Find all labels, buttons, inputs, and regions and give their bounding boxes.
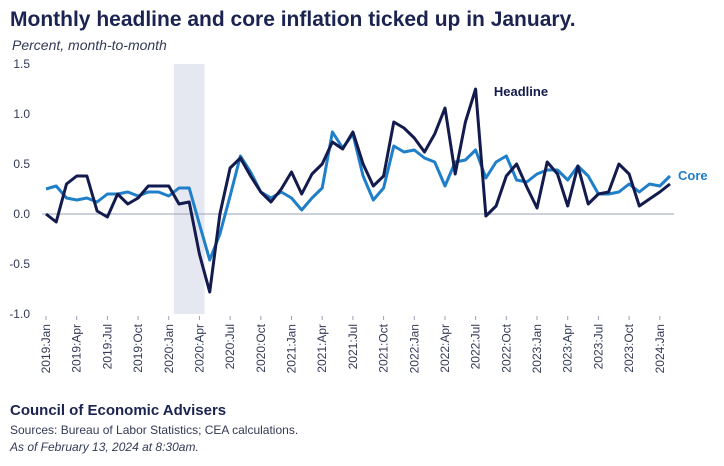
x-tick-label: 2023:Jan [530,324,544,373]
y-tick-label: 0.0 [13,207,30,221]
x-tick-label: 2023:Apr [561,324,575,373]
x-tick-label: 2022:Jan [407,324,421,373]
x-tick-label: 2021:Jul [346,324,360,369]
footer-organization: Council of Economic Advisers [10,402,227,419]
x-tick-label: 2020:Oct [254,323,268,372]
footer-sources: Sources: Bureau of Labor Statistics; CEA… [10,423,299,437]
x-tick-label: 2021:Oct [377,323,391,372]
x-tick-label: 2022:Oct [499,323,513,372]
x-tick-label: 2022:Apr [438,324,452,373]
x-tick-label: 2019:Oct [131,323,145,372]
chart-subtitle: Percent, month-to-month [12,37,167,53]
x-tick-label: 2019:Jul [100,324,114,369]
y-tick-label: -0.5 [9,257,30,271]
x-tick-label: 2022:Jul [469,324,483,369]
core-series-label: Core [678,168,708,183]
x-tick-label: 2019:Apr [70,324,84,373]
footer-as-of-date: As of February 13, 2024 at 8:30am. [10,440,199,454]
y-axis-ticks: 1.5 1.0 0.5 0.0 -0.5 -1.0 [9,57,30,321]
y-tick-label: 1.0 [13,107,30,121]
x-tick-label: 2020:Jul [223,324,237,369]
headline-series-line [45,87,671,294]
chart-title: Monthly headline and core inflation tick… [10,8,576,31]
headline-series-label: Headline [494,84,548,99]
y-tick-label: -1.0 [9,307,30,321]
x-tick-label: 2020:Jan [162,324,176,373]
x-tick-label: 2021:Apr [315,324,329,373]
x-tick-label: 2023:Oct [622,323,636,372]
x-tick-label: 2019:Jan [39,324,53,373]
y-tick-label: 1.5 [13,57,30,71]
y-tick-label: 0.5 [13,157,30,171]
x-tick-label: 2023:Jul [591,324,605,369]
x-tick-label: 2024:Jan [653,324,667,373]
x-tick-label: 2020:Apr [192,324,206,373]
x-tick-label: 2021:Jan [285,324,299,373]
x-axis-ticks: 2019:Jan 2019:Apr 2019:Jul 2019:Oct 2020:Jan… [39,316,667,373]
core-series-line [45,130,672,262]
